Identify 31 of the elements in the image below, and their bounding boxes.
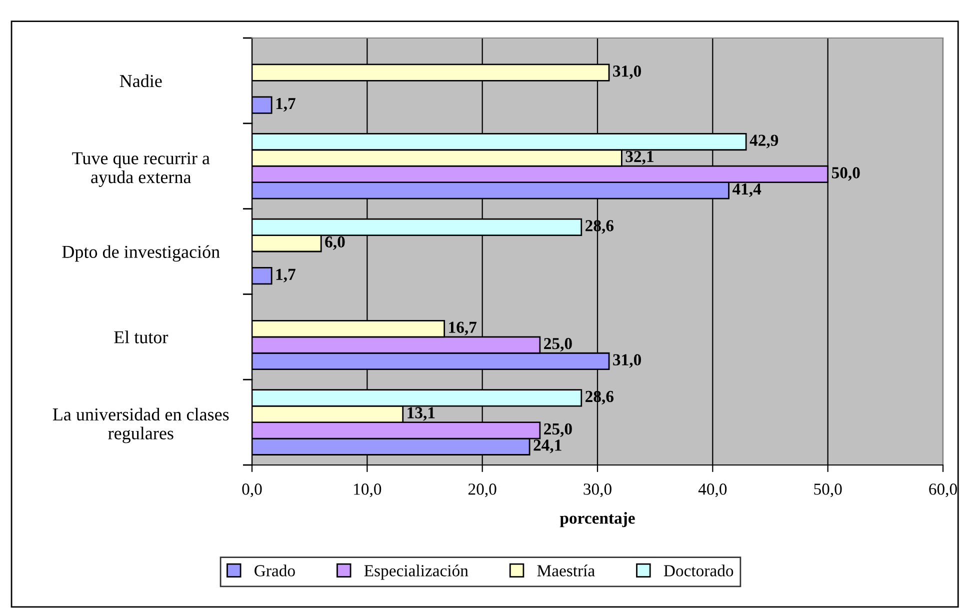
x-axis-title: porcentaje (560, 512, 635, 528)
x-tick-label: 50,0 (814, 484, 842, 498)
y-tick-label: El tutor (114, 330, 168, 344)
data-label: 6,0 (325, 236, 345, 250)
legend-label: Doctorado (664, 564, 734, 576)
data-label: 50,0 (832, 167, 860, 181)
legend-label: Grado (254, 564, 295, 576)
data-label: 24,1 (534, 440, 562, 454)
data-label: 13,1 (408, 407, 435, 421)
data-label: 16,7 (449, 322, 477, 336)
data-label: 1,7 (276, 268, 296, 282)
y-tick-label: Tuve que recurrir a ayuda externa (72, 152, 210, 187)
x-tick-label: 30,0 (584, 484, 612, 498)
x-tick-label: 10,0 (354, 484, 382, 498)
legend-label: Maestría (537, 564, 595, 576)
legend-label: Especialización (364, 564, 468, 580)
data-label: 31,0 (613, 66, 642, 80)
x-tick-label: 0,0 (242, 484, 262, 498)
data-label: 25,0 (544, 423, 572, 437)
x-tick-label: 60,0 (929, 484, 957, 498)
y-tick-label: Dpto de investigación (62, 245, 220, 262)
data-label: 42,9 (750, 134, 778, 148)
y-tick-label: La universidad en clases regulares (52, 408, 229, 444)
x-tick-label: 20,0 (468, 484, 496, 498)
x-tick-label: 40,0 (698, 484, 727, 498)
data-label: 25,0 (544, 338, 572, 352)
data-label: 31,0 (613, 354, 642, 368)
data-label: 1,7 (276, 98, 296, 112)
data-label: 41,4 (732, 183, 762, 198)
y-tick-label: Nadie (120, 74, 162, 88)
data-label: 32,1 (626, 150, 654, 165)
